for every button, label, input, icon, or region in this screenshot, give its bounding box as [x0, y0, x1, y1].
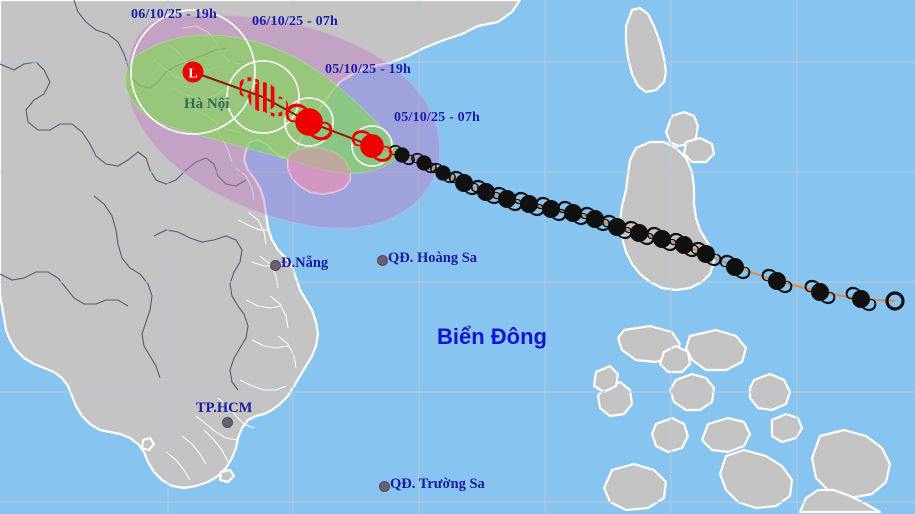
low-pressure-marker-06-19h: L: [182, 61, 204, 83]
uncertainty-circle-weak: [226, 60, 300, 134]
borneo-island: [798, 488, 882, 514]
forecast-track-line: [192, 71, 373, 147]
ph-island-k: [602, 462, 668, 512]
storm-marker-05-19h: [285, 103, 333, 141]
ph-island-j: [770, 412, 804, 444]
city-dot-danang: [270, 260, 281, 271]
ph-island-f: [718, 448, 794, 510]
historic-track-line: [371, 145, 896, 302]
uncertainty-circle-storm2: [284, 97, 334, 147]
forecast-storm-symbols: L: [182, 61, 393, 162]
small-island-2: [218, 468, 236, 484]
uncertainty-circle-low: [130, 9, 256, 135]
ph-island-l: [682, 136, 716, 164]
hainan-warning-overlay: [288, 148, 350, 194]
storm-marker-05-07h: [351, 130, 393, 162]
island-dot-hoangsa: [377, 255, 388, 266]
island-dot-truongsa: [379, 481, 390, 492]
small-island-1: [140, 436, 156, 452]
ph-island-n: [658, 344, 692, 374]
ph-island-m: [592, 364, 620, 394]
ph-island-i: [810, 428, 892, 500]
ph-island-h: [650, 416, 690, 454]
historic-storm-symbols: [389, 144, 877, 312]
storm-marker-06-07h-weakening: [237, 77, 289, 117]
ph-island-e: [700, 416, 752, 454]
taiwan-island: [624, 6, 668, 94]
city-dot-tphcm: [222, 417, 233, 428]
low-pressure-letter: L: [188, 67, 197, 82]
tropical-depression-marker: [885, 291, 905, 311]
